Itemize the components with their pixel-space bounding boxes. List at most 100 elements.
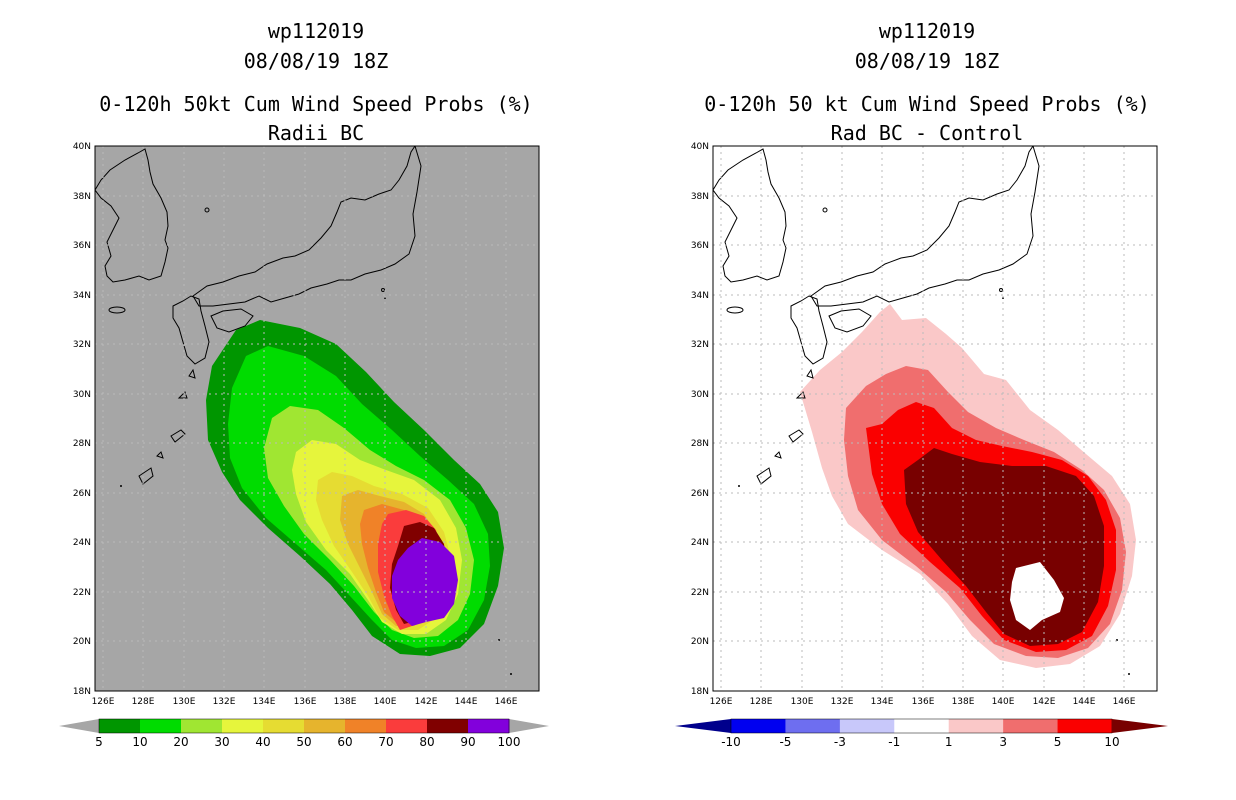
- left-colorbar-swatch: [140, 719, 182, 733]
- right-contours: [713, 146, 1136, 676]
- left-ytick: 30N: [73, 390, 91, 400]
- right-xtick: 130E: [791, 697, 814, 707]
- right-xtick: 146E: [1113, 697, 1136, 707]
- left-colorbar-label: 90: [460, 735, 475, 749]
- right-colorbar-swatch: [894, 719, 950, 733]
- left-ytick: 28N: [73, 439, 91, 449]
- right-ytick: 28N: [691, 439, 709, 449]
- left-colorbar-label: 20: [173, 735, 188, 749]
- left-colorbar-label: 70: [378, 735, 393, 749]
- right-xtick: 128E: [750, 697, 773, 707]
- right-xtick: 144E: [1073, 697, 1096, 707]
- right-x-ticks: 126E 128E 130E 132E 134E 136E 138E 140E …: [710, 697, 1136, 707]
- left-ytick: 34N: [73, 291, 91, 301]
- right-colorbar-swatch: [1057, 719, 1113, 733]
- left-title: 0-120h 50kt Cum Wind Speed Probs (%): [99, 92, 532, 116]
- right-colorbar-label: 5: [1054, 735, 1062, 749]
- left-contour-90: [392, 538, 458, 626]
- left-colorbar-label: 5: [95, 735, 103, 749]
- right-map-frame: [712, 145, 1158, 692]
- right-ytick: 32N: [691, 340, 709, 350]
- left-ytick: 24N: [73, 538, 91, 548]
- right-colorbar: -10 -5 -3 -1 1 3 5 10: [675, 718, 1168, 749]
- right-xtick: 136E: [912, 697, 935, 707]
- left-colorbar-swatch: [263, 719, 305, 733]
- left-xtick: 132E: [213, 697, 236, 707]
- right-ytick: 34N: [691, 291, 709, 301]
- left-y-ticks: 18N 20N 22N 24N 26N 28N 30N 32N 34N 36N …: [73, 142, 91, 697]
- right-colorbar-low-arrow: [675, 719, 731, 733]
- left-xtick: 130E: [173, 697, 196, 707]
- left-map-frame: [94, 145, 540, 692]
- left-colorbar-swatch: [99, 719, 141, 733]
- right-colorbar-label: -3: [834, 735, 846, 749]
- left-colorbar-high-arrow: [509, 719, 549, 733]
- left-grid: [95, 146, 539, 691]
- right-subtitle: Rad BC - Control: [831, 121, 1024, 145]
- left-colorbar-swatch: [222, 719, 264, 733]
- left-ytick: 36N: [73, 241, 91, 251]
- left-ytick: 22N: [73, 588, 91, 598]
- left-colorbar-frame: [98, 718, 510, 734]
- left-ytick: 38N: [73, 192, 91, 202]
- right-colorbar-frame: [730, 718, 1113, 734]
- right-ytick: 20N: [691, 637, 709, 647]
- right-ytick: 30N: [691, 390, 709, 400]
- left-colorbar-label: 60: [337, 735, 352, 749]
- right-colorbar-label: 3: [999, 735, 1007, 749]
- left-ytick: 20N: [73, 637, 91, 647]
- left-colorbar-label: 10: [132, 735, 147, 749]
- left-ytick: 26N: [73, 489, 91, 499]
- right-ytick: 26N: [691, 489, 709, 499]
- right-xtick: 140E: [992, 697, 1015, 707]
- right-xtick: 138E: [952, 697, 975, 707]
- right-xtick: 132E: [831, 697, 854, 707]
- right-ytick: 38N: [691, 192, 709, 202]
- left-panel: wp112019 08/08/19 18Z 0-120h 50kt Cum Wi…: [59, 19, 549, 749]
- left-colorbar: 5 10 20 30 40 50 60 70 80 90 100: [59, 718, 549, 749]
- right-ytick: 22N: [691, 588, 709, 598]
- left-colorbar-label: 30: [214, 735, 229, 749]
- left-colorbar-label: 100: [498, 735, 521, 749]
- left-subtitle: Radii BC: [268, 121, 364, 145]
- left-ytick: 40N: [73, 142, 91, 152]
- right-ytick: 18N: [691, 687, 709, 697]
- left-x-ticks: 126E 128E 130E 132E 134E 136E 138E 140E …: [92, 697, 518, 707]
- right-panel: wp112019 08/08/19 18Z 0-120h 50 kt Cum W…: [675, 19, 1168, 749]
- right-contour-neg1: [1010, 562, 1064, 630]
- right-colorbar-label: -10: [721, 735, 741, 749]
- left-datetime: 08/08/19 18Z: [244, 49, 389, 73]
- left-xtick: 136E: [294, 697, 317, 707]
- left-xtick: 140E: [374, 697, 397, 707]
- right-title: 0-120h 50 kt Cum Wind Speed Probs (%): [704, 92, 1150, 116]
- left-colorbar-label: 80: [419, 735, 434, 749]
- right-ytick: 40N: [691, 142, 709, 152]
- left-colorbar-swatch: [345, 719, 387, 733]
- left-colorbar-swatch: [181, 719, 223, 733]
- right-xtick: 142E: [1033, 697, 1056, 707]
- left-storm-id: wp112019: [268, 19, 364, 43]
- left-ytick: 18N: [73, 687, 91, 697]
- left-colorbar-swatch: [304, 719, 346, 733]
- left-xtick: 128E: [132, 697, 155, 707]
- right-colorbar-swatch: [731, 719, 786, 733]
- right-ytick: 36N: [691, 241, 709, 251]
- right-colorbar-swatch: [948, 719, 1004, 733]
- right-datetime: 08/08/19 18Z: [855, 49, 1000, 73]
- left-colorbar-label: 50: [296, 735, 311, 749]
- right-grid: [713, 146, 1157, 691]
- right-colorbar-swatch: [785, 719, 841, 733]
- left-colorbar-swatch: [468, 719, 510, 733]
- right-ytick: 24N: [691, 538, 709, 548]
- left-colorbar-label: 40: [255, 735, 270, 749]
- right-colorbar-swatch: [1003, 719, 1059, 733]
- left-xtick: 142E: [415, 697, 438, 707]
- left-xtick: 134E: [253, 697, 276, 707]
- right-storm-id: wp112019: [879, 19, 975, 43]
- left-colorbar-swatch: [386, 719, 428, 733]
- left-xtick: 144E: [455, 697, 478, 707]
- right-y-ticks: 18N 20N 22N 24N 26N 28N 30N 32N 34N 36N …: [691, 142, 709, 697]
- right-colorbar-label: 10: [1104, 735, 1119, 749]
- right-xtick: 134E: [871, 697, 894, 707]
